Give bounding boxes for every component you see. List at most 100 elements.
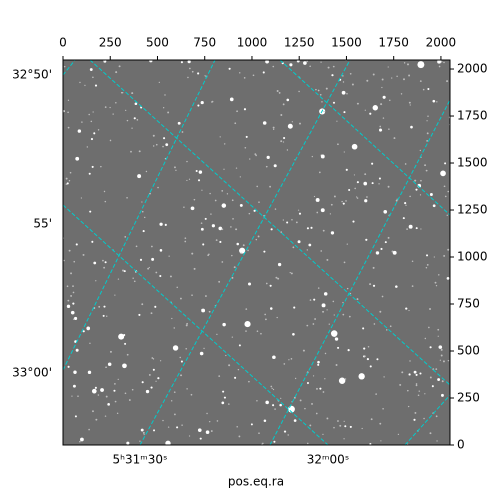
star bbox=[236, 242, 240, 246]
star bbox=[446, 276, 450, 280]
star bbox=[72, 291, 75, 294]
star bbox=[337, 420, 339, 422]
star bbox=[346, 243, 348, 245]
star bbox=[200, 227, 204, 231]
star bbox=[309, 424, 312, 427]
star bbox=[383, 209, 388, 214]
star bbox=[322, 310, 325, 313]
sky-image bbox=[63, 60, 450, 445]
star bbox=[89, 68, 93, 71]
star bbox=[104, 106, 107, 108]
star bbox=[181, 424, 183, 426]
star bbox=[351, 143, 358, 150]
star bbox=[88, 113, 90, 116]
star bbox=[77, 129, 82, 133]
star bbox=[306, 227, 309, 230]
star bbox=[286, 221, 289, 224]
star bbox=[197, 72, 200, 75]
star bbox=[131, 92, 134, 95]
star bbox=[316, 387, 318, 390]
star bbox=[364, 173, 367, 176]
star bbox=[148, 373, 151, 376]
star bbox=[155, 143, 158, 146]
star bbox=[186, 160, 188, 163]
star bbox=[221, 190, 224, 192]
star bbox=[149, 192, 151, 195]
star bbox=[337, 143, 339, 146]
star bbox=[322, 391, 325, 393]
star bbox=[66, 304, 71, 309]
star bbox=[378, 177, 381, 180]
x-tick-label: 750 bbox=[193, 36, 216, 50]
star bbox=[269, 284, 272, 287]
star bbox=[298, 90, 300, 93]
star bbox=[422, 88, 425, 91]
star bbox=[264, 318, 267, 321]
star bbox=[342, 81, 345, 83]
star bbox=[141, 210, 144, 213]
star bbox=[309, 299, 312, 301]
star bbox=[287, 123, 293, 129]
star bbox=[351, 83, 354, 86]
star bbox=[440, 170, 446, 177]
star bbox=[278, 91, 281, 94]
star bbox=[308, 243, 312, 247]
star bbox=[112, 113, 114, 115]
star bbox=[89, 210, 92, 213]
star bbox=[389, 325, 392, 328]
star bbox=[287, 434, 289, 436]
star bbox=[107, 362, 112, 366]
star bbox=[446, 80, 449, 83]
star bbox=[317, 287, 320, 289]
star bbox=[381, 86, 383, 89]
star bbox=[244, 146, 247, 149]
star bbox=[356, 181, 359, 184]
star bbox=[435, 368, 438, 370]
star bbox=[150, 245, 153, 248]
star bbox=[264, 313, 266, 316]
star bbox=[404, 202, 407, 205]
star bbox=[67, 365, 70, 368]
star bbox=[315, 88, 317, 91]
star bbox=[90, 137, 94, 141]
star bbox=[331, 74, 334, 77]
star bbox=[333, 195, 336, 198]
star bbox=[139, 258, 143, 261]
star bbox=[364, 109, 366, 111]
star bbox=[92, 410, 94, 413]
star bbox=[356, 102, 359, 105]
star bbox=[157, 377, 160, 380]
star bbox=[419, 194, 422, 196]
star bbox=[270, 385, 273, 388]
star bbox=[420, 228, 422, 230]
star bbox=[133, 117, 136, 120]
star bbox=[263, 250, 266, 253]
star bbox=[344, 378, 347, 380]
star bbox=[93, 261, 97, 265]
y-tick-label: 1750 bbox=[457, 109, 488, 123]
star bbox=[91, 388, 97, 394]
star bbox=[185, 347, 188, 350]
star bbox=[407, 63, 409, 66]
star bbox=[291, 121, 293, 123]
star bbox=[266, 155, 270, 160]
star bbox=[243, 77, 246, 79]
star bbox=[207, 254, 210, 257]
star bbox=[124, 392, 127, 395]
star bbox=[415, 384, 418, 387]
star bbox=[184, 240, 187, 243]
star bbox=[410, 125, 413, 129]
star bbox=[409, 360, 411, 362]
star bbox=[408, 224, 413, 229]
star bbox=[437, 60, 442, 64]
star bbox=[66, 285, 69, 288]
star bbox=[68, 249, 71, 252]
star bbox=[245, 135, 248, 138]
star bbox=[253, 209, 256, 212]
star bbox=[277, 262, 282, 267]
star bbox=[154, 305, 157, 308]
star bbox=[311, 155, 313, 158]
star bbox=[163, 137, 166, 140]
star bbox=[429, 346, 432, 349]
